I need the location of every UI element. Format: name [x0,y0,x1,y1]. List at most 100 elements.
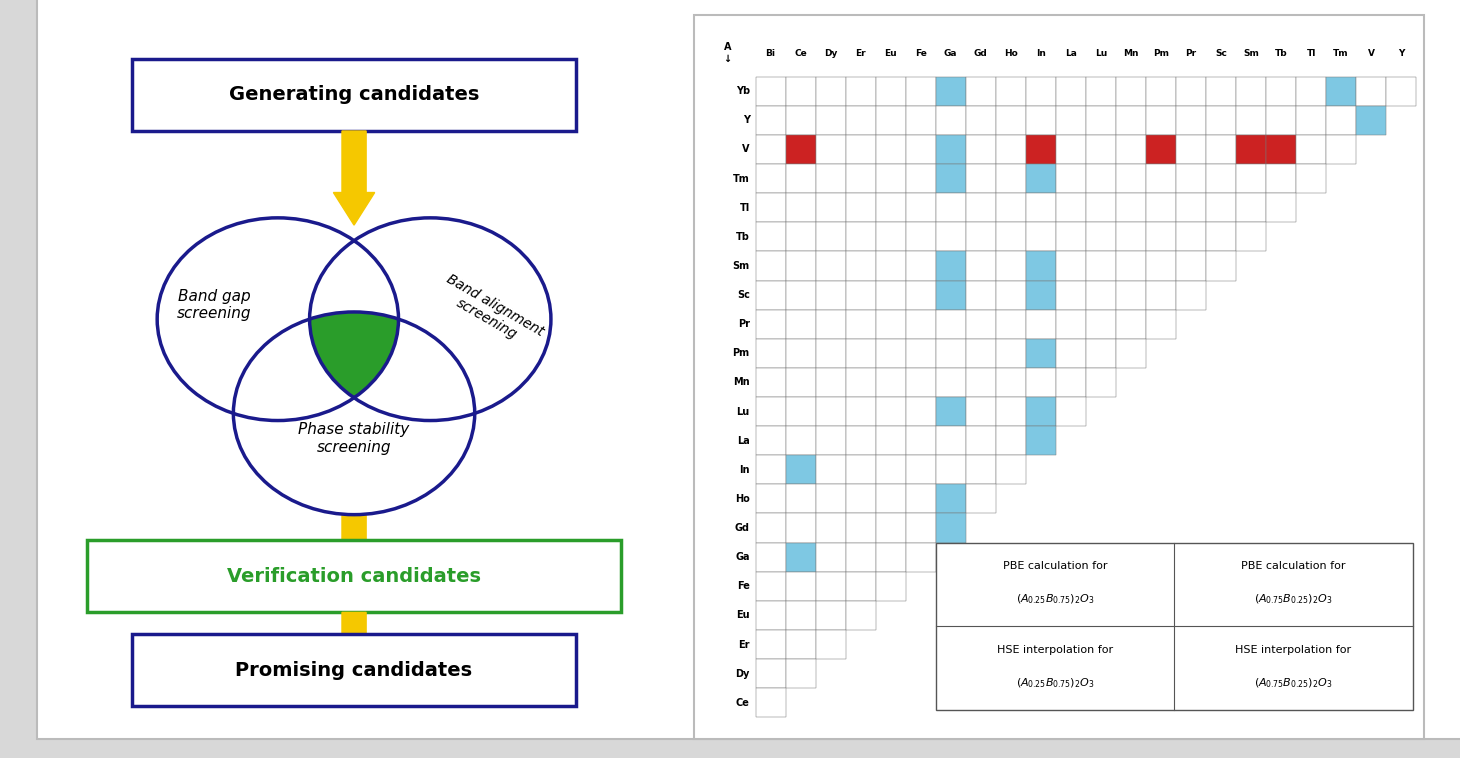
Bar [785,484,816,513]
Bar [965,368,996,397]
Bar [965,77,996,106]
Bar [845,543,876,572]
Bar [1175,193,1206,222]
Text: HSE interpolation for: HSE interpolation for [1235,645,1352,655]
Text: Sm: Sm [1242,49,1259,58]
Text: Sm: Sm [733,261,750,271]
Bar [1086,310,1115,339]
Text: Generating candidates: Generating candidates [229,86,479,105]
FancyArrow shape [333,131,375,225]
Bar [1026,77,1056,106]
FancyArrow shape [333,612,375,684]
Bar [1026,339,1056,368]
Bar [756,77,785,106]
Bar [996,339,1026,368]
Bar [785,426,816,456]
Bar [965,339,996,368]
Bar [1056,397,1086,426]
Text: A
↓: A ↓ [723,42,731,64]
Bar [785,543,816,572]
Bar [756,280,785,310]
Bar [965,135,996,164]
Bar [905,368,936,397]
Bar [876,164,905,193]
Bar [785,397,816,426]
Bar [876,456,905,484]
Bar [1056,339,1086,368]
Text: $(A_{0.75}B_{0.25})_2O_3$: $(A_{0.75}B_{0.25})_2O_3$ [1254,592,1333,606]
Bar [996,456,1026,484]
Bar [1206,135,1237,164]
Bar [996,164,1026,193]
Bar [905,193,936,222]
Bar [785,310,816,339]
Bar [1026,310,1056,339]
Bar [1056,193,1086,222]
Bar [1175,106,1206,135]
Bar [1086,193,1115,222]
Bar [905,339,936,368]
Bar [876,572,905,601]
Bar [996,280,1026,310]
Bar [845,572,876,601]
Text: Dy: Dy [823,49,838,58]
Bar [965,426,996,456]
Bar [756,572,785,601]
Bar [1026,222,1056,252]
Bar [816,484,845,513]
Bar [816,222,845,252]
FancyArrow shape [333,515,375,594]
Bar [876,106,905,135]
Bar [1206,106,1237,135]
Bar [1326,77,1356,106]
Bar [845,484,876,513]
Bar [756,106,785,135]
Bar [905,77,936,106]
Bar [936,222,965,252]
Bar [756,484,785,513]
Bar [936,280,965,310]
Bar [756,252,785,280]
Bar [1056,77,1086,106]
Bar [905,456,936,484]
Bar [845,310,876,339]
Text: Band gap
screening: Band gap screening [177,289,251,321]
Text: Dy: Dy [736,669,750,678]
Text: Lu: Lu [1095,49,1107,58]
Bar [1206,252,1237,280]
Bar [965,484,996,513]
Bar [1026,106,1056,135]
Bar [845,106,876,135]
Bar [1026,426,1056,456]
Bar [1115,280,1146,310]
Text: Phase stability
screening: Phase stability screening [298,422,410,455]
Text: Pm: Pm [733,349,750,359]
Bar [845,252,876,280]
Bar [936,135,965,164]
Text: Sc: Sc [1215,49,1226,58]
Bar [876,193,905,222]
Bar [1115,106,1146,135]
Bar [1086,280,1115,310]
Text: Eu: Eu [736,610,750,620]
Bar [1296,135,1326,164]
Bar [876,310,905,339]
Bar [1206,193,1237,222]
Bar [936,543,1413,710]
Bar [785,77,816,106]
Bar [965,222,996,252]
Bar [1026,193,1056,222]
Bar [876,513,905,543]
Bar [88,540,620,612]
Text: Pr: Pr [737,319,750,329]
Bar [845,193,876,222]
Text: Ce: Ce [794,49,807,58]
Bar [1056,106,1086,135]
Bar [845,222,876,252]
Bar [1086,77,1115,106]
Bar [965,310,996,339]
Text: Fe: Fe [915,49,927,58]
Text: Verification candidates: Verification candidates [228,567,480,586]
Bar [905,106,936,135]
Bar [1115,77,1146,106]
